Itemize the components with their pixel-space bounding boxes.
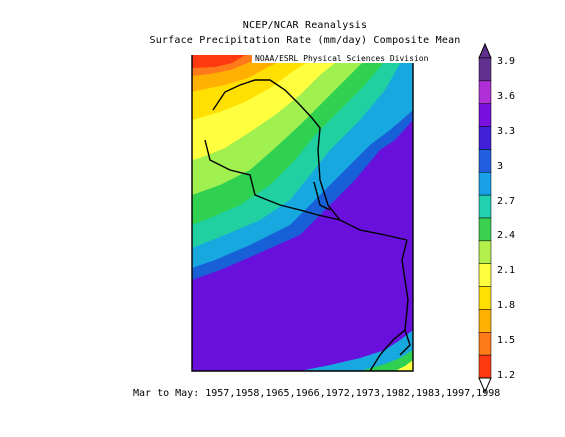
- colorbar-segment: [478, 172, 492, 196]
- colorbar-segments: [478, 42, 492, 394]
- colorbar-segment: [478, 354, 492, 379]
- colorbar-tick-label: 3: [497, 160, 504, 172]
- colorbar-segment: [478, 332, 492, 356]
- colorbar-segment: [478, 126, 492, 150]
- colorbar-segment: [478, 309, 492, 333]
- colorbar-tick-label: 1.5: [497, 335, 516, 347]
- colorbar-tick-label: 2.4: [497, 230, 516, 242]
- contour-south-low-2: [360, 350, 413, 371]
- contour-south-low: [300, 330, 413, 371]
- colorbar-tick-label: 3.6: [497, 90, 516, 102]
- precipitation-field: [192, 55, 413, 371]
- colorbar-segment: [478, 286, 492, 310]
- colorbar-segment: [478, 194, 492, 219]
- colorbar-tick-label: 1.2: [497, 370, 516, 381]
- contour-0.6: [192, 55, 245, 68]
- colorbar-tick-label: 2.1: [497, 265, 516, 277]
- colorbar-segment: [478, 57, 492, 82]
- colorbar-segment: [478, 103, 492, 127]
- contour-south-low-3: [395, 360, 413, 371]
- map-title: NCEP/NCAR Reanalysis: [242, 20, 368, 31]
- colorbar-segment: [478, 263, 492, 287]
- colorbar-tick-label: 3.9: [497, 56, 516, 67]
- credit-label: NOAA/ESRL Physical Sciences Division: [252, 54, 432, 63]
- colorbar-segment: [478, 80, 492, 104]
- colorbar-segment: [478, 240, 492, 264]
- colorbar-bottom-arrow: [478, 377, 492, 394]
- colorbar-top-arrow: [478, 42, 492, 59]
- colorbar-segment: [478, 149, 492, 173]
- province-borders: [191, 55, 414, 372]
- colorbar-tick-label: 2.7: [497, 195, 516, 207]
- colorbar-segment: [478, 217, 492, 242]
- period-label: Mar to May: 1957,1958,1965,1966,1972,197…: [133, 388, 501, 399]
- colorbar-tick-label: 3.3: [497, 125, 516, 137]
- colorbar-tick-label: 1.8: [497, 300, 516, 312]
- map-subtitle: Surface Precipitation Rate (mm/day) Comp…: [149, 35, 461, 46]
